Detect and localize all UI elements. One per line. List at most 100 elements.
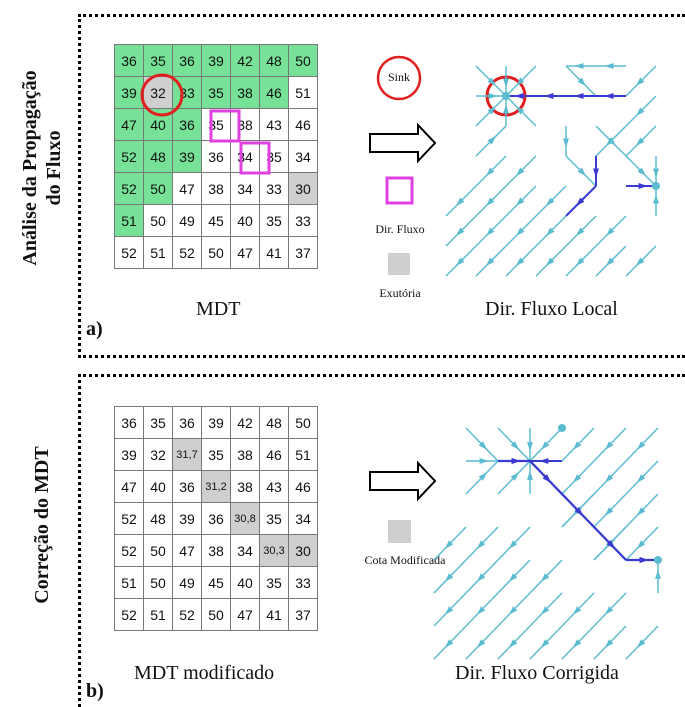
right-arrow-icon	[369, 122, 437, 164]
grid-row: 51 50 49 45 40 35 33	[114, 204, 318, 237]
grid-cell: 50	[143, 172, 173, 205]
grid-cell: 52	[114, 140, 144, 173]
panel-b-border	[78, 374, 685, 707]
grid-cell: 34	[288, 140, 318, 173]
flow-node	[502, 92, 510, 100]
flow-arrow	[505, 95, 537, 127]
grid-row: 52 50 47 38 34 30,3 30	[114, 534, 318, 567]
grid-cell: 30	[288, 172, 318, 205]
flow-arrow	[596, 63, 626, 69]
sink-legend-label: Sink	[387, 70, 410, 84]
grid-cell: 38	[230, 470, 260, 503]
grid-cell: 42	[230, 44, 260, 77]
grid-cell: 39	[114, 438, 144, 471]
flow-arrow	[655, 560, 661, 593]
flow-arrow	[505, 245, 537, 277]
grid-row: 47 40 36 35 38 43 46	[114, 108, 318, 141]
grid-cell: 41	[259, 598, 289, 631]
flow-arrow	[506, 93, 536, 99]
flow-arrow	[503, 96, 509, 126]
flow-arrow	[433, 559, 467, 594]
flow-arrow	[497, 460, 531, 495]
flow-arrow	[593, 625, 627, 660]
flow-arrow	[445, 245, 477, 277]
grid-cell: 30,8	[230, 502, 260, 535]
grid-cell: 51	[143, 236, 173, 269]
flow-arrow	[593, 460, 627, 495]
flow-arrow	[565, 185, 597, 217]
flow-arrow	[433, 526, 467, 561]
grid-cell: 50	[201, 236, 231, 269]
grid-cell: 36	[201, 140, 231, 173]
flow-arrow	[566, 93, 596, 99]
grid-row: 52 50 47 38 34 33 30	[114, 172, 318, 205]
flow-arrow	[535, 215, 567, 247]
flow-arrow	[561, 625, 595, 660]
flow-arrow	[529, 592, 563, 627]
flow-arrow	[593, 156, 599, 186]
flow-arrow	[466, 458, 498, 464]
flow-arrow	[625, 493, 659, 528]
flow-arrow	[529, 559, 563, 594]
flow-arrow	[505, 65, 537, 97]
flow-arrow	[465, 460, 499, 495]
flow-arrow	[505, 155, 537, 187]
corrected-path-arrow	[593, 526, 627, 561]
sink-marker	[140, 73, 184, 117]
corrected-flow-caption: Dir. Fluxo Corrigida	[455, 662, 619, 684]
grid-cell: 52	[114, 236, 144, 269]
grid-cell: 46	[259, 438, 289, 471]
flow-arrow	[465, 592, 499, 627]
grid-row: 36 35 36 39 42 48 50	[114, 406, 318, 439]
modified-legend-icon	[388, 520, 411, 543]
flow-arrow	[625, 125, 657, 157]
flow-arrow	[563, 126, 569, 156]
flow-arrow	[625, 95, 657, 127]
grid-cell: 33	[259, 172, 289, 205]
grid-cell: 50	[288, 44, 318, 77]
flow-arrow	[595, 245, 627, 277]
grid-cell: 35	[143, 44, 173, 77]
flow-arrow	[475, 245, 507, 277]
grid-cell: 35	[143, 406, 173, 439]
flow-dir-marker-2	[239, 141, 271, 175]
grid-cell: 52	[172, 598, 202, 631]
grid-cell: 37	[288, 598, 318, 631]
grid-cell: 40	[143, 108, 173, 141]
grid-cell: 40	[230, 566, 260, 599]
grid-cell: 36	[172, 44, 202, 77]
panel-b-letter: b)	[86, 680, 104, 702]
flow-arrow	[505, 215, 537, 247]
flow-arrow	[475, 185, 507, 217]
grid-row: 52 48 39 36 30,8 35 34	[114, 502, 318, 535]
grid-cell: 33	[288, 204, 318, 237]
flow-arrow	[626, 183, 656, 189]
flow-arrow	[527, 461, 533, 494]
grid-cell: 46	[259, 76, 289, 109]
grid-cell: 43	[259, 470, 289, 503]
grid-cell: 35	[201, 76, 231, 109]
flow-arrow	[475, 155, 507, 187]
flow-arrow	[475, 65, 507, 97]
grid-row: 47 40 36 31,2 38 43 46	[114, 470, 318, 503]
grid-cell: 36	[172, 108, 202, 141]
flow-arrow	[475, 215, 507, 247]
grid-cell: 50	[288, 406, 318, 439]
flow-arrow	[593, 592, 627, 627]
flow-arrow	[497, 559, 531, 594]
grid-cell: 37	[288, 236, 318, 269]
local-flow-caption: Dir. Fluxo Local	[485, 298, 618, 320]
grid-cell: 46	[288, 108, 318, 141]
grid-cell: 41	[259, 236, 289, 269]
flow-arrow	[561, 460, 595, 495]
flow-arrow	[625, 526, 659, 561]
flow-arrow	[497, 427, 531, 462]
grid-cell: 51	[114, 204, 144, 237]
flow-node	[652, 182, 660, 190]
flow-arrow	[565, 215, 597, 247]
